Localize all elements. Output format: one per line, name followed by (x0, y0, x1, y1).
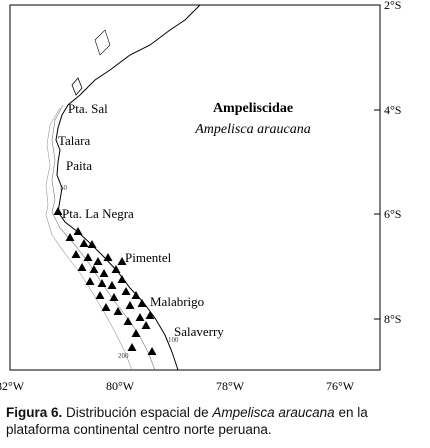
sample-site (111, 265, 121, 273)
sample-site (89, 265, 99, 273)
sample-site (125, 301, 135, 309)
place-label: Salaverry (174, 324, 224, 339)
sample-site (101, 303, 111, 311)
lon-label: 76°W (326, 379, 355, 393)
isobath (45, 107, 133, 371)
contour-label: 100 (168, 336, 179, 344)
sample-site (141, 321, 151, 329)
place-label: Pta. La Negra (62, 206, 134, 221)
map: 2°S 4°S 6°S 8°S 82°W 80°W 78°W 76°W Ampe… (0, 0, 401, 393)
sample-site (147, 347, 157, 355)
place-label: Malabrigo (150, 294, 204, 309)
place-label: Pta. Sal (68, 101, 108, 116)
sample-site (71, 250, 81, 258)
coastline (55, 4, 201, 371)
sample-site (83, 253, 93, 261)
lon-label: 80°W (106, 379, 135, 393)
caption-species: Ampelisca araucana (212, 405, 335, 420)
sample-site (109, 293, 119, 301)
sample-site (131, 329, 141, 337)
sample-site (135, 313, 145, 321)
sample-site (131, 291, 141, 299)
species-label: Ampelisca araucana (194, 122, 310, 137)
map-frame (9, 4, 381, 371)
sample-site (137, 299, 147, 307)
sample-site (145, 311, 155, 319)
sample-site (97, 279, 107, 287)
lat-label: 8°S (384, 312, 401, 326)
lon-label: 78°W (216, 379, 245, 393)
family-label: Ampeliscidae (213, 101, 293, 116)
sample-site (117, 275, 127, 283)
sample-site (87, 240, 97, 248)
place-label: Pimentel (125, 250, 172, 265)
sample-site (77, 263, 87, 271)
sample-site (73, 227, 83, 235)
sample-site (107, 281, 117, 289)
caption-text: Distribución espacial de (66, 405, 209, 420)
caption: Figura 6. Distribución espacial de Ampel… (6, 404, 426, 438)
caption-label: Figura 6. (6, 405, 63, 420)
place-label: Talara (58, 133, 91, 148)
sample-sites (53, 207, 157, 355)
caption-text: en la plataforma continental centro nort… (6, 405, 368, 437)
sample-site (127, 343, 137, 351)
sample-site (65, 233, 75, 241)
sample-site (113, 307, 123, 315)
sample-site (85, 277, 95, 285)
lat-label: 2°S (384, 0, 401, 12)
sample-site (99, 269, 109, 277)
lat-label: 4°S (384, 103, 401, 117)
contour-label: 50 (60, 184, 68, 192)
contour-label: 200 (118, 352, 129, 360)
sample-site (79, 239, 89, 247)
sample-site (93, 257, 103, 265)
sample-site (95, 291, 105, 299)
sample-site (117, 257, 127, 265)
sample-site (121, 287, 131, 295)
lat-label: 6°S (384, 207, 401, 221)
place-label: Paita (66, 158, 92, 173)
sample-site (103, 253, 113, 261)
lon-label: 82°W (0, 379, 25, 393)
land-outline (94, 29, 111, 56)
sample-site (53, 207, 63, 215)
sample-site (123, 317, 133, 325)
land-outline (71, 77, 83, 96)
